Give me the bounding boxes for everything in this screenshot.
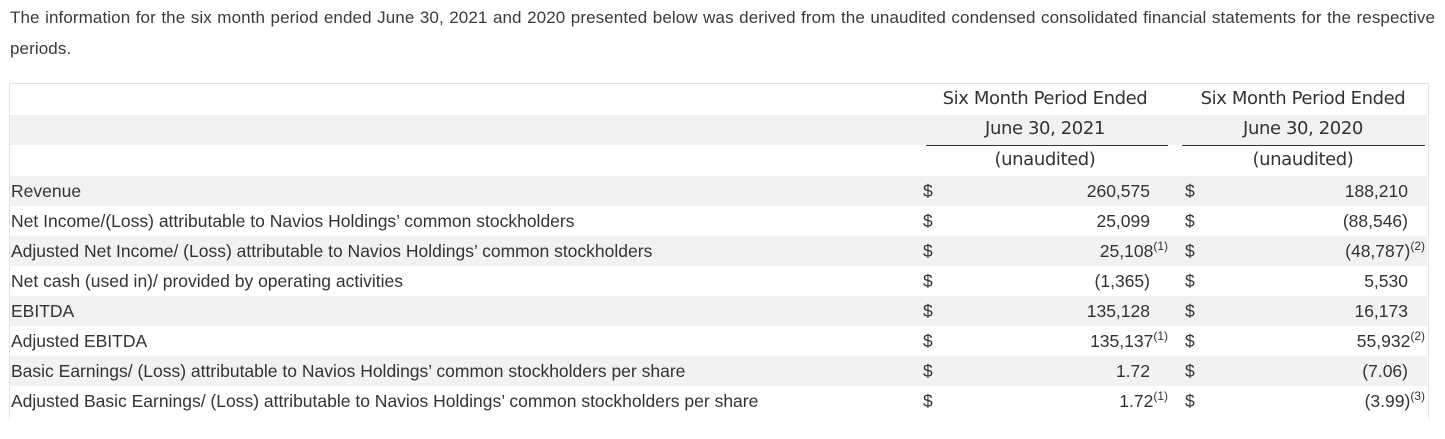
row-label: Adjusted EBITDA (11, 331, 148, 351)
table-row: Net cash (used in)/ provided by operatin… (10, 266, 1427, 296)
value-2021: 135,128 (1086, 301, 1150, 321)
currency-symbol: $ (1185, 211, 1195, 231)
table-row: Adjusted Net Income/ (Loss) attributable… (10, 236, 1427, 266)
row-label: EBITDA (11, 301, 75, 321)
table-row: Adjusted EBITDA $ 135,137(1) $ 55,932(2) (10, 326, 1427, 356)
value-2020: 5,530 (1364, 271, 1408, 291)
currency-symbol: $ (923, 331, 933, 351)
col2-header-line2: June 30, 2020 (1243, 118, 1363, 139)
row-label: Adjusted Basic Earnings/ (Loss) attribut… (11, 391, 759, 411)
currency-symbol: $ (1185, 361, 1195, 381)
table-row: Basic Earnings/ (Loss) attributable to N… (10, 356, 1427, 386)
value-2021: 1.72(1) (1119, 389, 1168, 411)
col2-header-line3: (unaudited) (1252, 149, 1354, 170)
row-label: Net cash (used in)/ provided by operatin… (11, 271, 404, 291)
row-label: Net Income/(Loss) attributable to Navios… (11, 211, 575, 231)
value-2021: 25,099 (1096, 211, 1150, 231)
value-2021: 25,108(1) (1099, 239, 1168, 261)
table-row: Revenue $ 260,575 $ 188,210 (10, 176, 1427, 206)
value-2021: 135,137(1) (1090, 329, 1168, 351)
currency-symbol: $ (923, 271, 933, 291)
currency-symbol: $ (923, 301, 933, 321)
financial-table (9, 83, 1429, 419)
row-label: Revenue (11, 181, 82, 201)
currency-symbol: $ (923, 241, 933, 261)
currency-symbol: $ (1185, 331, 1195, 351)
table-row: Adjusted Basic Earnings/ (Loss) attribut… (10, 386, 1427, 416)
currency-symbol: $ (1185, 301, 1195, 321)
value-2020: 188,210 (1344, 181, 1408, 201)
currency-symbol: $ (923, 211, 933, 231)
intro-paragraph: The information for the six month period… (10, 8, 1435, 58)
value-2021: 1.72 (1115, 361, 1150, 381)
row-label: Basic Earnings/ (Loss) attributable to N… (11, 361, 686, 381)
value-2020: 55,932(2) (1356, 329, 1425, 351)
currency-symbol: $ (923, 361, 933, 381)
value-2020: 16,173 (1354, 301, 1408, 321)
col2-header-line1: Six Month Period Ended (1200, 88, 1406, 109)
currency-symbol: $ (1185, 391, 1195, 411)
value-2020: (48,787)(2) (1345, 239, 1425, 261)
value-2020: (7.06) (1362, 361, 1408, 381)
currency-symbol: $ (1185, 241, 1195, 261)
row-label: Adjusted Net Income/ (Loss) attributable… (11, 241, 653, 261)
currency-symbol: $ (1185, 271, 1195, 291)
value-2021: 260,575 (1086, 181, 1150, 201)
header-row-2 (10, 115, 1427, 145)
currency-symbol: $ (923, 391, 933, 411)
value-2020: (3.99)(3) (1364, 389, 1425, 411)
currency-symbol: $ (923, 181, 933, 201)
col1-header-line3: (unaudited) (994, 149, 1096, 170)
col1-header-rule (926, 145, 1168, 146)
value-2021: (1,365) (1094, 271, 1150, 291)
table-row: Net Income/(Loss) attributable to Navios… (10, 206, 1427, 236)
currency-symbol: $ (1185, 181, 1195, 201)
table-row: EBITDA $ 135,128 $ 16,173 (10, 296, 1427, 326)
value-2020: (88,546) (1342, 211, 1408, 231)
col1-header-line2: June 30, 2021 (985, 118, 1105, 139)
col2-header-rule (1182, 145, 1425, 146)
col1-header-line1: Six Month Period Ended (942, 88, 1148, 109)
